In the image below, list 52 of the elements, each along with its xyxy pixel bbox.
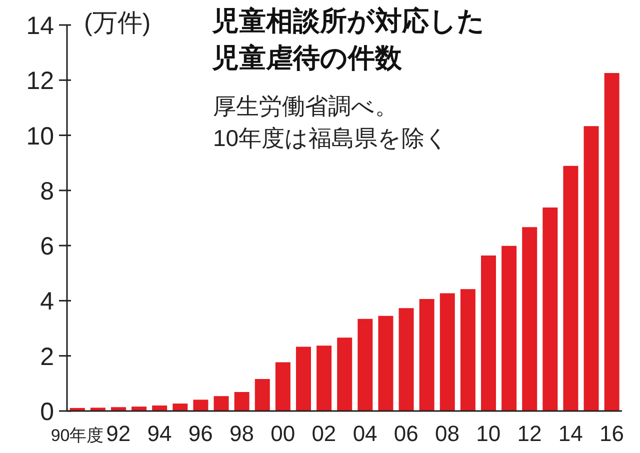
annotation: 厚生労働省調べ。 — [213, 92, 399, 121]
bar — [110, 407, 126, 411]
y-tick-label: 12 — [26, 67, 54, 96]
bar — [193, 400, 208, 411]
bar — [419, 299, 434, 411]
bar — [234, 392, 250, 411]
bar — [254, 379, 270, 411]
x-tick-label: 90年度 — [50, 426, 104, 445]
x-tick-label: 16 — [599, 421, 624, 446]
bar — [563, 166, 578, 411]
bar — [440, 293, 455, 411]
x-tick-label: 08 — [435, 421, 460, 446]
x-tick-label: 14 — [558, 421, 583, 446]
bar — [542, 208, 558, 411]
bar — [398, 308, 414, 411]
x-tick-label: 02 — [312, 421, 336, 446]
annotation: 10年度は福島県を除く — [213, 124, 449, 153]
bar — [378, 316, 394, 411]
y-tick-label: 10 — [26, 122, 54, 150]
bar — [460, 289, 476, 411]
bar — [90, 408, 106, 411]
bar — [316, 346, 332, 411]
y-tick-label: 8 — [40, 177, 54, 206]
bar — [214, 396, 229, 411]
x-tick-label: 04 — [352, 421, 378, 446]
bar — [337, 338, 352, 411]
bar — [522, 227, 538, 411]
chart-title: 児童相談所が対応した児童虐待の件数 — [212, 5, 486, 75]
bar — [152, 405, 168, 411]
x-tick-label: 92 — [106, 421, 131, 446]
bar — [296, 346, 311, 411]
x-tick-label: 00 — [270, 421, 296, 446]
y-tick-label: 6 — [40, 232, 54, 261]
y-tick-label: 14 — [26, 12, 54, 40]
bar — [480, 255, 496, 411]
bar — [172, 404, 188, 411]
x-tick-label: 98 — [229, 421, 254, 446]
bar — [358, 318, 373, 411]
y-tick-label: 4 — [40, 288, 54, 316]
y-tick-label: 0 — [40, 398, 54, 426]
bar — [132, 406, 147, 411]
x-tick-label: 06 — [394, 421, 418, 446]
y-axis-title: (万件) — [84, 8, 151, 39]
x-tick-label: 94 — [147, 421, 172, 446]
x-tick-label: 10 — [476, 421, 501, 446]
bar — [604, 72, 620, 411]
x-tick-label: 12 — [517, 421, 542, 446]
bar — [502, 246, 517, 411]
bar — [584, 126, 599, 411]
y-tick-label: 2 — [40, 342, 54, 371]
x-tick-label: 96 — [188, 421, 213, 446]
bar — [275, 362, 290, 411]
